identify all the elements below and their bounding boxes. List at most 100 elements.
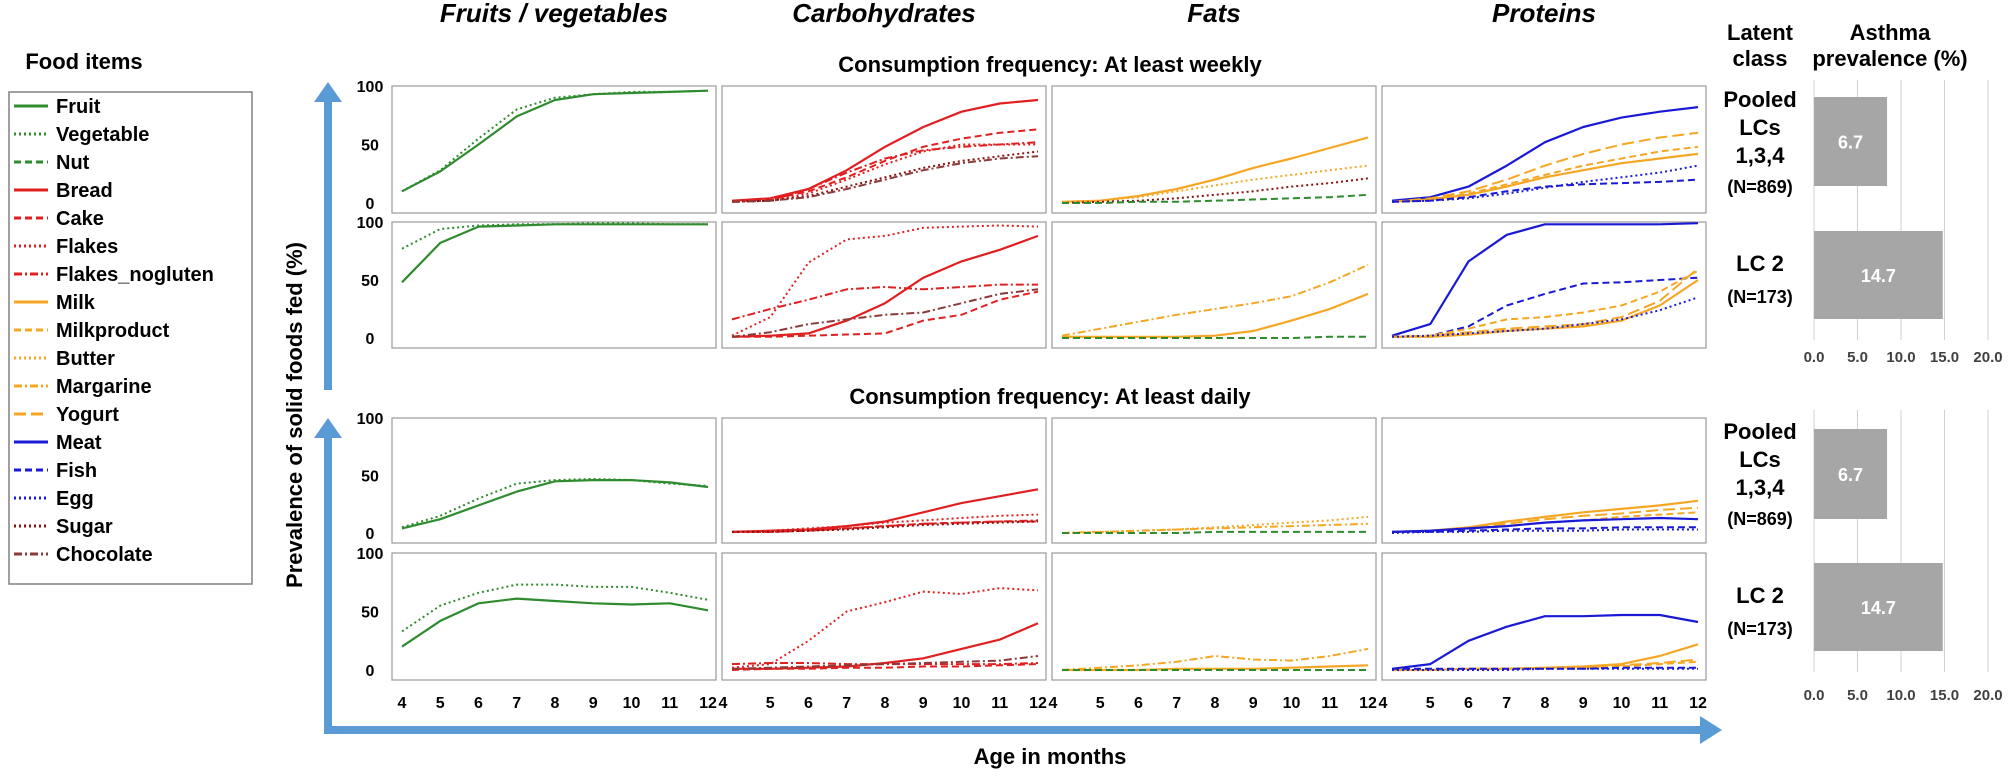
series-meat-r0-c3 [1391,106,1699,202]
panel-frame-r2-c0 [391,417,717,544]
series-meat-r1-c3 [1391,222,1699,337]
series-yogurt-r0-c3 [1391,131,1699,203]
series-margarine-r2-c2 [1061,522,1369,534]
series-vegetable-r0-c0 [401,89,709,193]
bar-tick-label-g0-0: 0.0 [1804,349,1825,366]
legend-label-flakes-nogluten: Flakes_nogluten [56,264,214,286]
series-fruit-r2-c0 [401,479,709,530]
x-tick-label-c0-9: 9 [589,695,598,712]
legend-label-milkproduct: Milkproduct [56,320,170,342]
x-tick-label-c1-7: 7 [842,695,851,712]
x-tick-label-c2-9: 9 [1249,695,1258,712]
x-tick-label-c2-12: 12 [1359,695,1377,712]
x-tick-label-c1-5: 5 [766,695,775,712]
series-margarine-r1-c2 [1061,263,1369,337]
asthma-bar-label-3: 14.7 [1861,598,1896,618]
legend-label-cake: Cake [56,208,104,230]
x-tick-label-c2-7: 7 [1172,695,1181,712]
series-milkproduct-r0-c3 [1391,145,1699,203]
legend-label-meat: Meat [56,432,102,454]
latent-class-header-line1: Latent [1727,20,1794,45]
legend-label-nut: Nut [56,152,90,174]
series-sugar-r2-c1 [732,520,1039,533]
series-flakes-nogluten-r0-c1 [731,141,1039,203]
series-egg-r2-c3 [1391,528,1698,534]
x-tick-label-c3-9: 9 [1579,695,1588,712]
latent-class-n-3: (N=173) [1727,619,1793,639]
x-arrow-shaft [324,726,1704,734]
latent-class-n-0: (N=869) [1727,177,1793,197]
series-vegetable-r1-c0 [401,222,708,250]
x-tick-label-c2-10: 10 [1283,695,1301,712]
x-tick-label-c3-7: 7 [1502,695,1511,712]
series-flakes-nogluten-r1-c1 [731,283,1038,321]
x-tick-label-c0-10: 10 [623,695,641,712]
y-tick-label-r1-50: 50 [361,273,379,290]
latent-class-label-0-0: Pooled [1723,87,1796,112]
panel-frame-r0-c3 [1381,85,1707,214]
series-cake-r0-c1 [731,128,1039,203]
series-egg-r1-c3 [1391,296,1699,338]
series-chocolate-r1-c1 [731,288,1039,338]
bar-tick-label-g0-1: 5.0 [1847,349,1868,366]
legend-label-sugar: Sugar [56,516,113,538]
column-header-proteins: Proteins [1492,0,1596,28]
latent-class-label-2-1: LCs [1739,447,1781,472]
asthma-bar-2 [1814,429,1888,519]
x-tick-label-c0-8: 8 [551,695,560,712]
series-flakes-r3-c1 [731,587,1039,669]
series-fruit-r0-c0 [401,89,709,193]
x-tick-label-c3-11: 11 [1651,695,1668,712]
x-tick-label-c1-start: 4 [719,695,728,712]
line-panels [391,85,1707,681]
y-arrow-head-top [314,82,342,102]
series-sugar-r0-c2 [1061,177,1369,204]
series-milk-r2-c3 [1391,499,1699,533]
legend-label-butter: Butter [56,348,115,370]
latent-class-label-2-0: Pooled [1723,419,1796,444]
asthma-header-line2: prevalence (%) [1812,46,1967,71]
x-tick-label-c2-start: 4 [1049,695,1058,712]
series-nut-r0-c2 [1062,193,1369,204]
series-vegetable-r2-c0 [401,477,709,529]
bar-tick-label-g0-3: 15.0 [1930,349,1959,366]
series-bread-r3-c1 [732,622,1039,670]
x-tick-label-c0-11: 11 [661,695,678,712]
series-yogurt-r2-c3 [1391,506,1699,533]
panel-frame-r2-c2 [1051,417,1377,544]
series-milk-r1-c2 [1062,292,1369,338]
panel-frame-r2-c1 [721,417,1047,544]
series-meat-r3-c3 [1391,613,1699,670]
series-yogurt-r1-c3 [1391,267,1699,338]
y-tick-label-r3-100: 100 [357,546,384,563]
series-nut-r2-c2 [1062,530,1368,534]
panel-frame-r1-c0 [391,221,717,349]
asthma-bar-label-0: 6.7 [1838,133,1863,153]
asthma-bar-1 [1814,231,1943,319]
panel-frame-r1-c1 [721,221,1047,349]
series-fish-r2-c3 [1392,526,1698,533]
y-tick-label-r0-100: 100 [357,79,384,96]
legend-label-vegetable: Vegetable [56,124,149,146]
panel-frame-r3-c2 [1051,552,1377,681]
latent-class-label-2-2: 1,3,4 [1736,475,1786,500]
series-nut-r1-c2 [1062,335,1368,339]
x-tick-label-c3-start: 4 [1379,695,1388,712]
series-bread-r2-c1 [731,488,1039,533]
x-tick-label-c2-11: 11 [1321,695,1338,712]
x-tick-label-c3-10: 10 [1613,695,1631,712]
y-axis-label: Prevalence of solid foods fed (%) [282,242,307,588]
series-milk-r0-c3 [1391,152,1699,203]
column-header-carbohydrates: Carbohydrates [792,0,976,28]
y-tick-label-r2-100: 100 [357,411,384,428]
legend: Fruit Vegetable Nut Bread Cake Flakes Flakes_n… [8,91,253,585]
latent-class-label-0-1: LCs [1739,115,1781,140]
series-milkproduct-r2-c3 [1391,511,1699,533]
bar-tick-label-g1-4: 20.0 [1973,687,2002,704]
legend-label-margarine: Margarine [56,376,152,398]
x-arrow-head [1700,716,1722,744]
bar-tick-label-g0-2: 10.0 [1886,349,1915,366]
series-fruit-r3-c0 [401,597,709,648]
x-tick-label-c3-6: 6 [1464,695,1473,712]
legend-label-chocolate: Chocolate [56,544,153,566]
